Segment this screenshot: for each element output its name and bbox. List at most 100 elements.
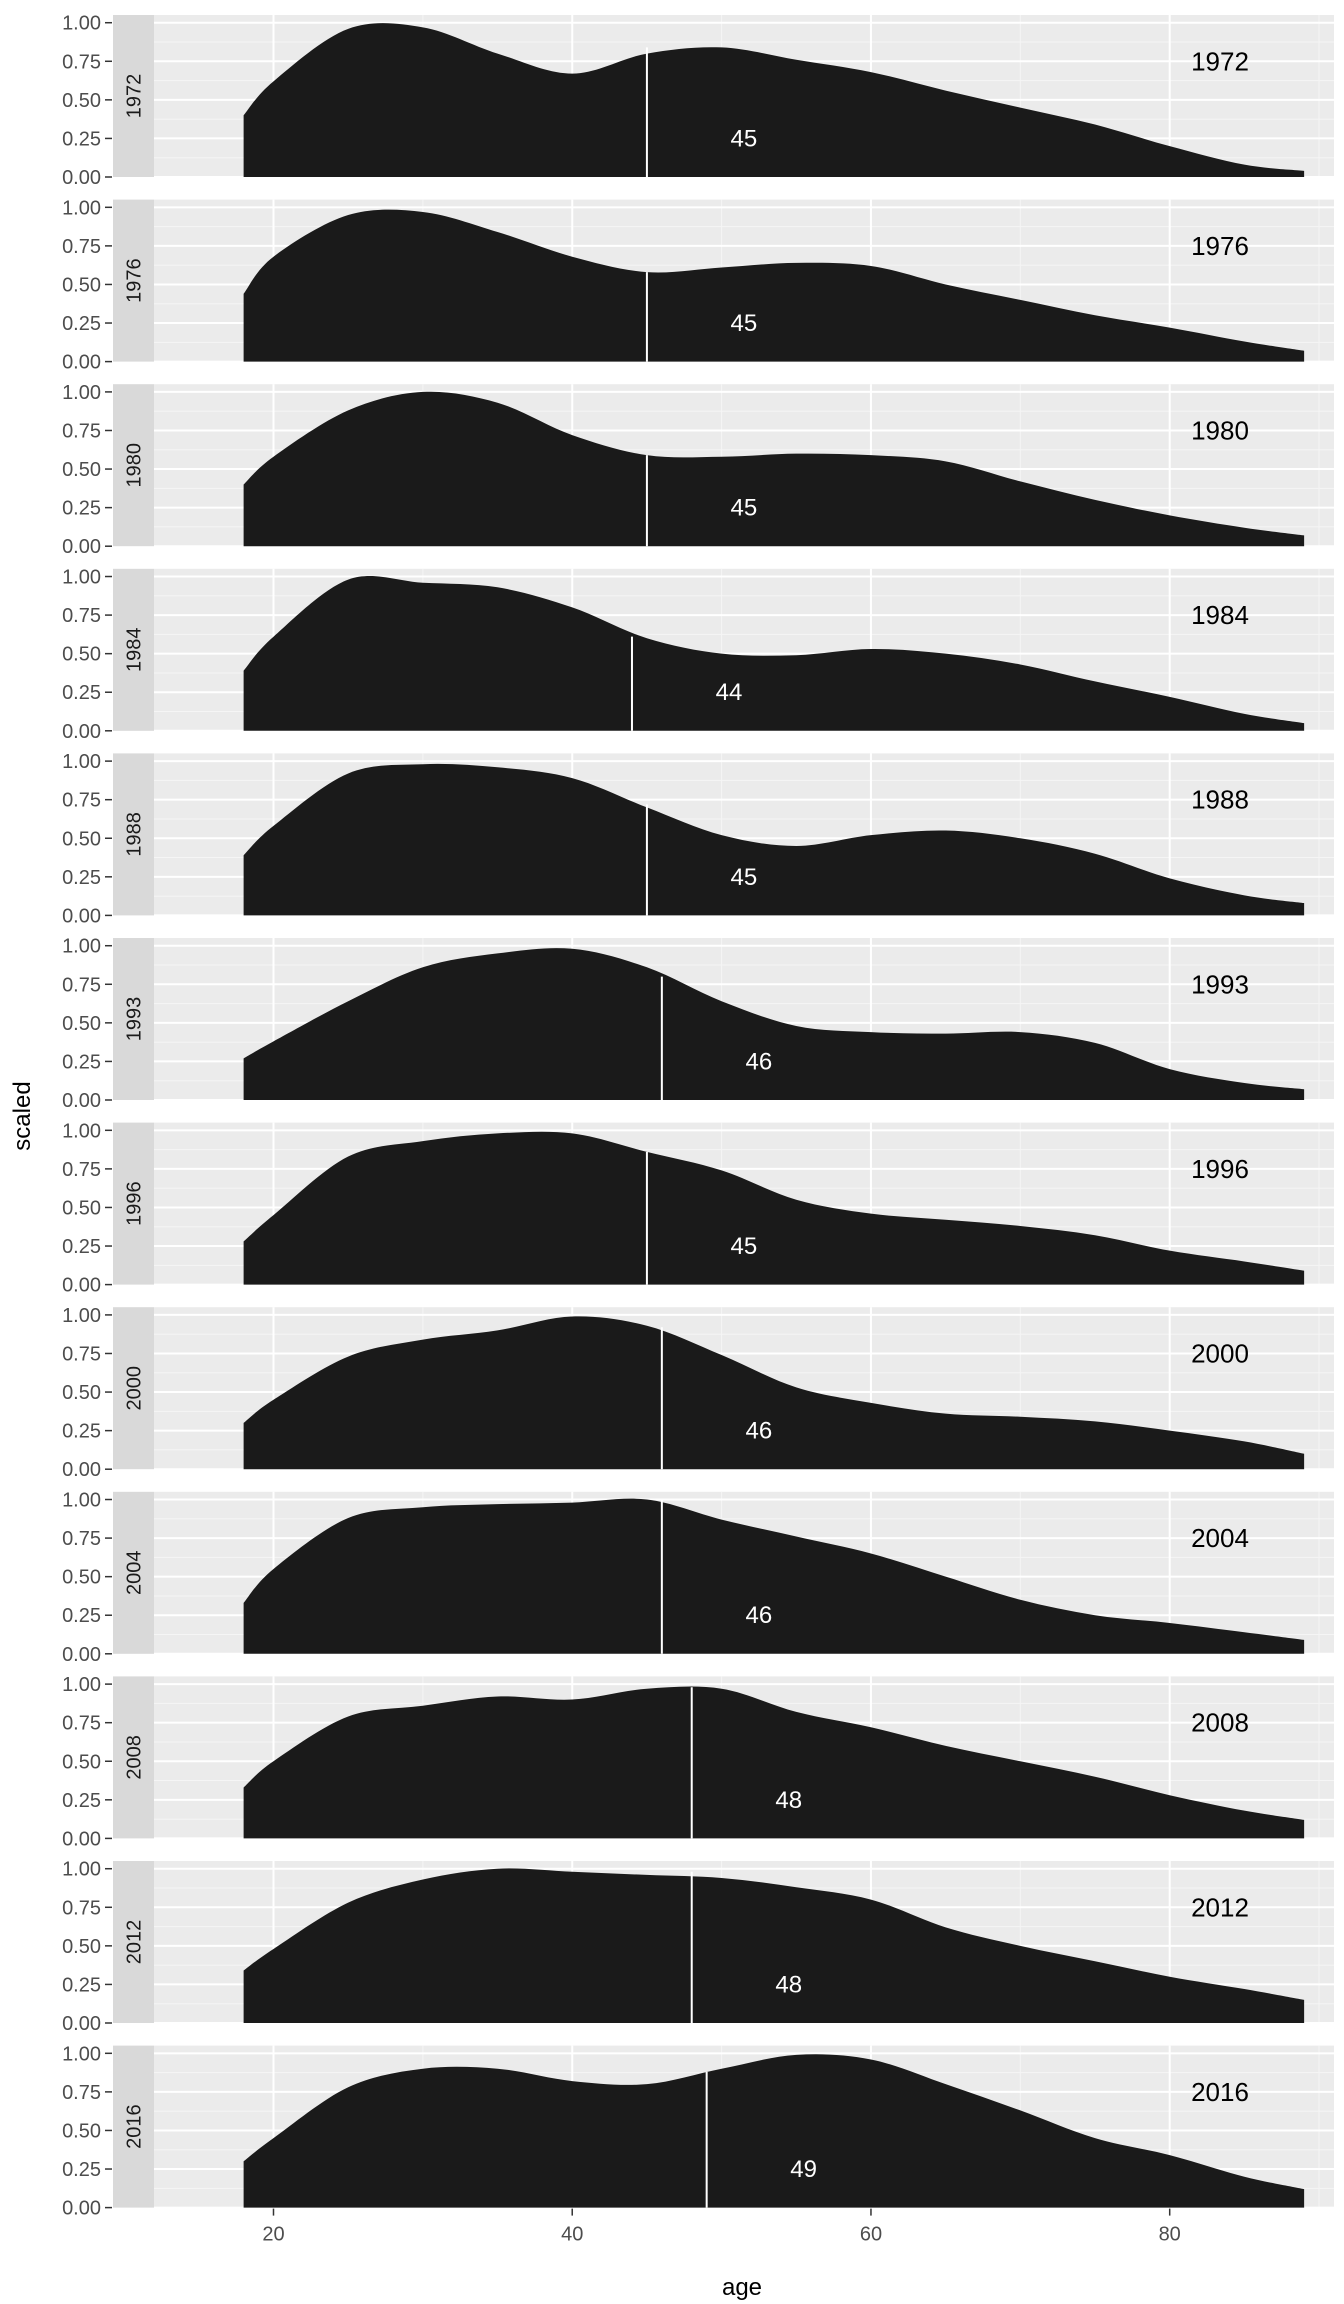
- facet-strip-label: 1988: [124, 812, 146, 857]
- y-tick-label: 0.00: [62, 721, 101, 743]
- y-tick-label: 0.75: [62, 1713, 101, 1735]
- density-area: [243, 948, 1305, 1100]
- year-annotation: 1993: [1191, 969, 1249, 999]
- median-label: 44: [716, 679, 743, 706]
- y-tick-label: 0.50: [62, 90, 101, 112]
- density-area: [243, 209, 1305, 362]
- y-tick-label: 1.00: [62, 13, 101, 35]
- y-tick-label: 1.00: [62, 1859, 101, 1881]
- y-tick-label: 0.25: [62, 867, 101, 889]
- y-tick-label: 0.25: [62, 682, 101, 704]
- median-label: 45: [731, 495, 758, 522]
- y-tick-label: 0.50: [62, 2120, 101, 2142]
- facet-strip: [113, 1861, 154, 2023]
- y-tick-label: 0.25: [62, 498, 101, 520]
- y-tick-label: 0.50: [62, 274, 101, 296]
- facet-strip-label: 1996: [124, 1181, 146, 1226]
- facet-strip: [113, 568, 154, 731]
- y-tick-label: 1.00: [62, 197, 101, 219]
- facet-strip-label: 2016: [124, 2104, 146, 2149]
- year-annotation: 2008: [1191, 1708, 1249, 1738]
- year-annotation: 1988: [1191, 785, 1249, 815]
- density-area: [243, 1131, 1305, 1285]
- density-area: [243, 23, 1305, 178]
- median-label: 45: [731, 864, 758, 891]
- y-tick-label: 1.00: [62, 567, 101, 589]
- y-tick-label: 0.25: [62, 1051, 101, 1073]
- facet-strip: [113, 753, 154, 916]
- year-annotation: 1976: [1191, 231, 1249, 261]
- median-label: 46: [745, 1418, 772, 1445]
- density-area: [243, 391, 1305, 547]
- y-tick-label: 0.25: [62, 1605, 101, 1627]
- y-tick-label: 0.00: [62, 905, 101, 927]
- y-tick-label: 0.00: [62, 1090, 101, 1112]
- median-label: 45: [731, 310, 758, 337]
- y-tick-label: 0.00: [62, 1275, 101, 1297]
- y-tick-label: 0.50: [62, 644, 101, 666]
- y-tick-label: 1.00: [62, 1305, 101, 1327]
- year-annotation: 2016: [1191, 2077, 1249, 2107]
- y-tick-label: 0.50: [62, 1936, 101, 1958]
- y-tick-label: 0.25: [62, 1421, 101, 1443]
- facet-strip-label: 2000: [124, 1366, 146, 1411]
- facet-strip: [113, 1491, 154, 1654]
- x-tick-label: 20: [262, 2224, 284, 2246]
- facet-strip-label: 2012: [124, 1920, 146, 1965]
- y-tick-label: 0.75: [62, 1897, 101, 1919]
- facet-strip-label: 2008: [124, 1735, 146, 1780]
- y-tick-label: 0.00: [62, 1644, 101, 1666]
- y-tick-label: 0.75: [62, 236, 101, 258]
- y-tick-label: 0.75: [62, 1343, 101, 1365]
- y-tick-label: 0.25: [62, 1974, 101, 1996]
- y-tick-label: 0.50: [62, 828, 101, 850]
- x-axis-title: age: [722, 2274, 762, 2301]
- facet-panel: 2016 0.00 0.25 0.50 0.75 1.00 49 2016: [62, 2043, 1334, 2220]
- y-tick-label: 0.50: [62, 1013, 101, 1035]
- median-label: 45: [731, 125, 758, 152]
- y-tick-label: 0.25: [62, 1790, 101, 1812]
- y-tick-label: 0.75: [62, 2082, 101, 2104]
- y-tick-label: 0.50: [62, 459, 101, 481]
- year-annotation: 1972: [1191, 46, 1249, 76]
- facet-strip-label: 1972: [124, 74, 146, 119]
- facet-strip-label: 2004: [124, 1551, 146, 1596]
- density-area: [243, 1316, 1305, 1470]
- facet-panel: 1980 0.00 0.25 0.50 0.75 1.00 45 1980: [62, 382, 1334, 558]
- y-tick-label: 1.00: [62, 1490, 101, 1512]
- density-area: [243, 1498, 1305, 1654]
- x-tick-label: 80: [1159, 2224, 1181, 2246]
- y-tick-label: 0.75: [62, 1159, 101, 1181]
- y-tick-label: 0.00: [62, 2013, 101, 2035]
- facet-panel: 1976 0.00 0.25 0.50 0.75 1.00 45 1976: [62, 197, 1334, 374]
- y-tick-label: 1.00: [62, 751, 101, 773]
- density-area: [243, 763, 1305, 916]
- facet-panel: 2012 0.00 0.25 0.50 0.75 1.00 48 2012: [62, 1859, 1334, 2035]
- median-label: 49: [790, 2156, 817, 2183]
- y-tick-label: 0.75: [62, 605, 101, 627]
- density-area: [243, 1686, 1305, 1839]
- median-label: 48: [775, 1971, 802, 1998]
- year-annotation: 2012: [1191, 1892, 1249, 1922]
- y-tick-label: 0.50: [62, 1567, 101, 1589]
- median-label: 46: [745, 1048, 772, 1075]
- y-tick-label: 0.25: [62, 313, 101, 335]
- facet-panel: 2000 0.00 0.25 0.50 0.75 1.00 46 2000: [62, 1305, 1334, 1481]
- facet-strip-label: 1984: [124, 628, 146, 673]
- y-tick-label: 0.50: [62, 1751, 101, 1773]
- y-tick-label: 1.00: [62, 382, 101, 404]
- y-tick-label: 0.75: [62, 51, 101, 73]
- facet-strip: [113, 384, 154, 547]
- facet-strip: [113, 199, 154, 362]
- median-label: 46: [745, 1602, 772, 1629]
- facet-panel: 1993 0.00 0.25 0.50 0.75 1.00 46 1993: [62, 936, 1334, 1112]
- density-area: [243, 2054, 1305, 2208]
- year-annotation: 2004: [1191, 1523, 1249, 1553]
- facet-strip: [113, 1122, 154, 1285]
- x-tick-label: 60: [860, 2224, 882, 2246]
- y-tick-label: 0.75: [62, 974, 101, 996]
- median-label: 45: [731, 1233, 758, 1260]
- y-tick-label: 1.00: [62, 936, 101, 958]
- y-tick-label: 0.00: [62, 167, 101, 189]
